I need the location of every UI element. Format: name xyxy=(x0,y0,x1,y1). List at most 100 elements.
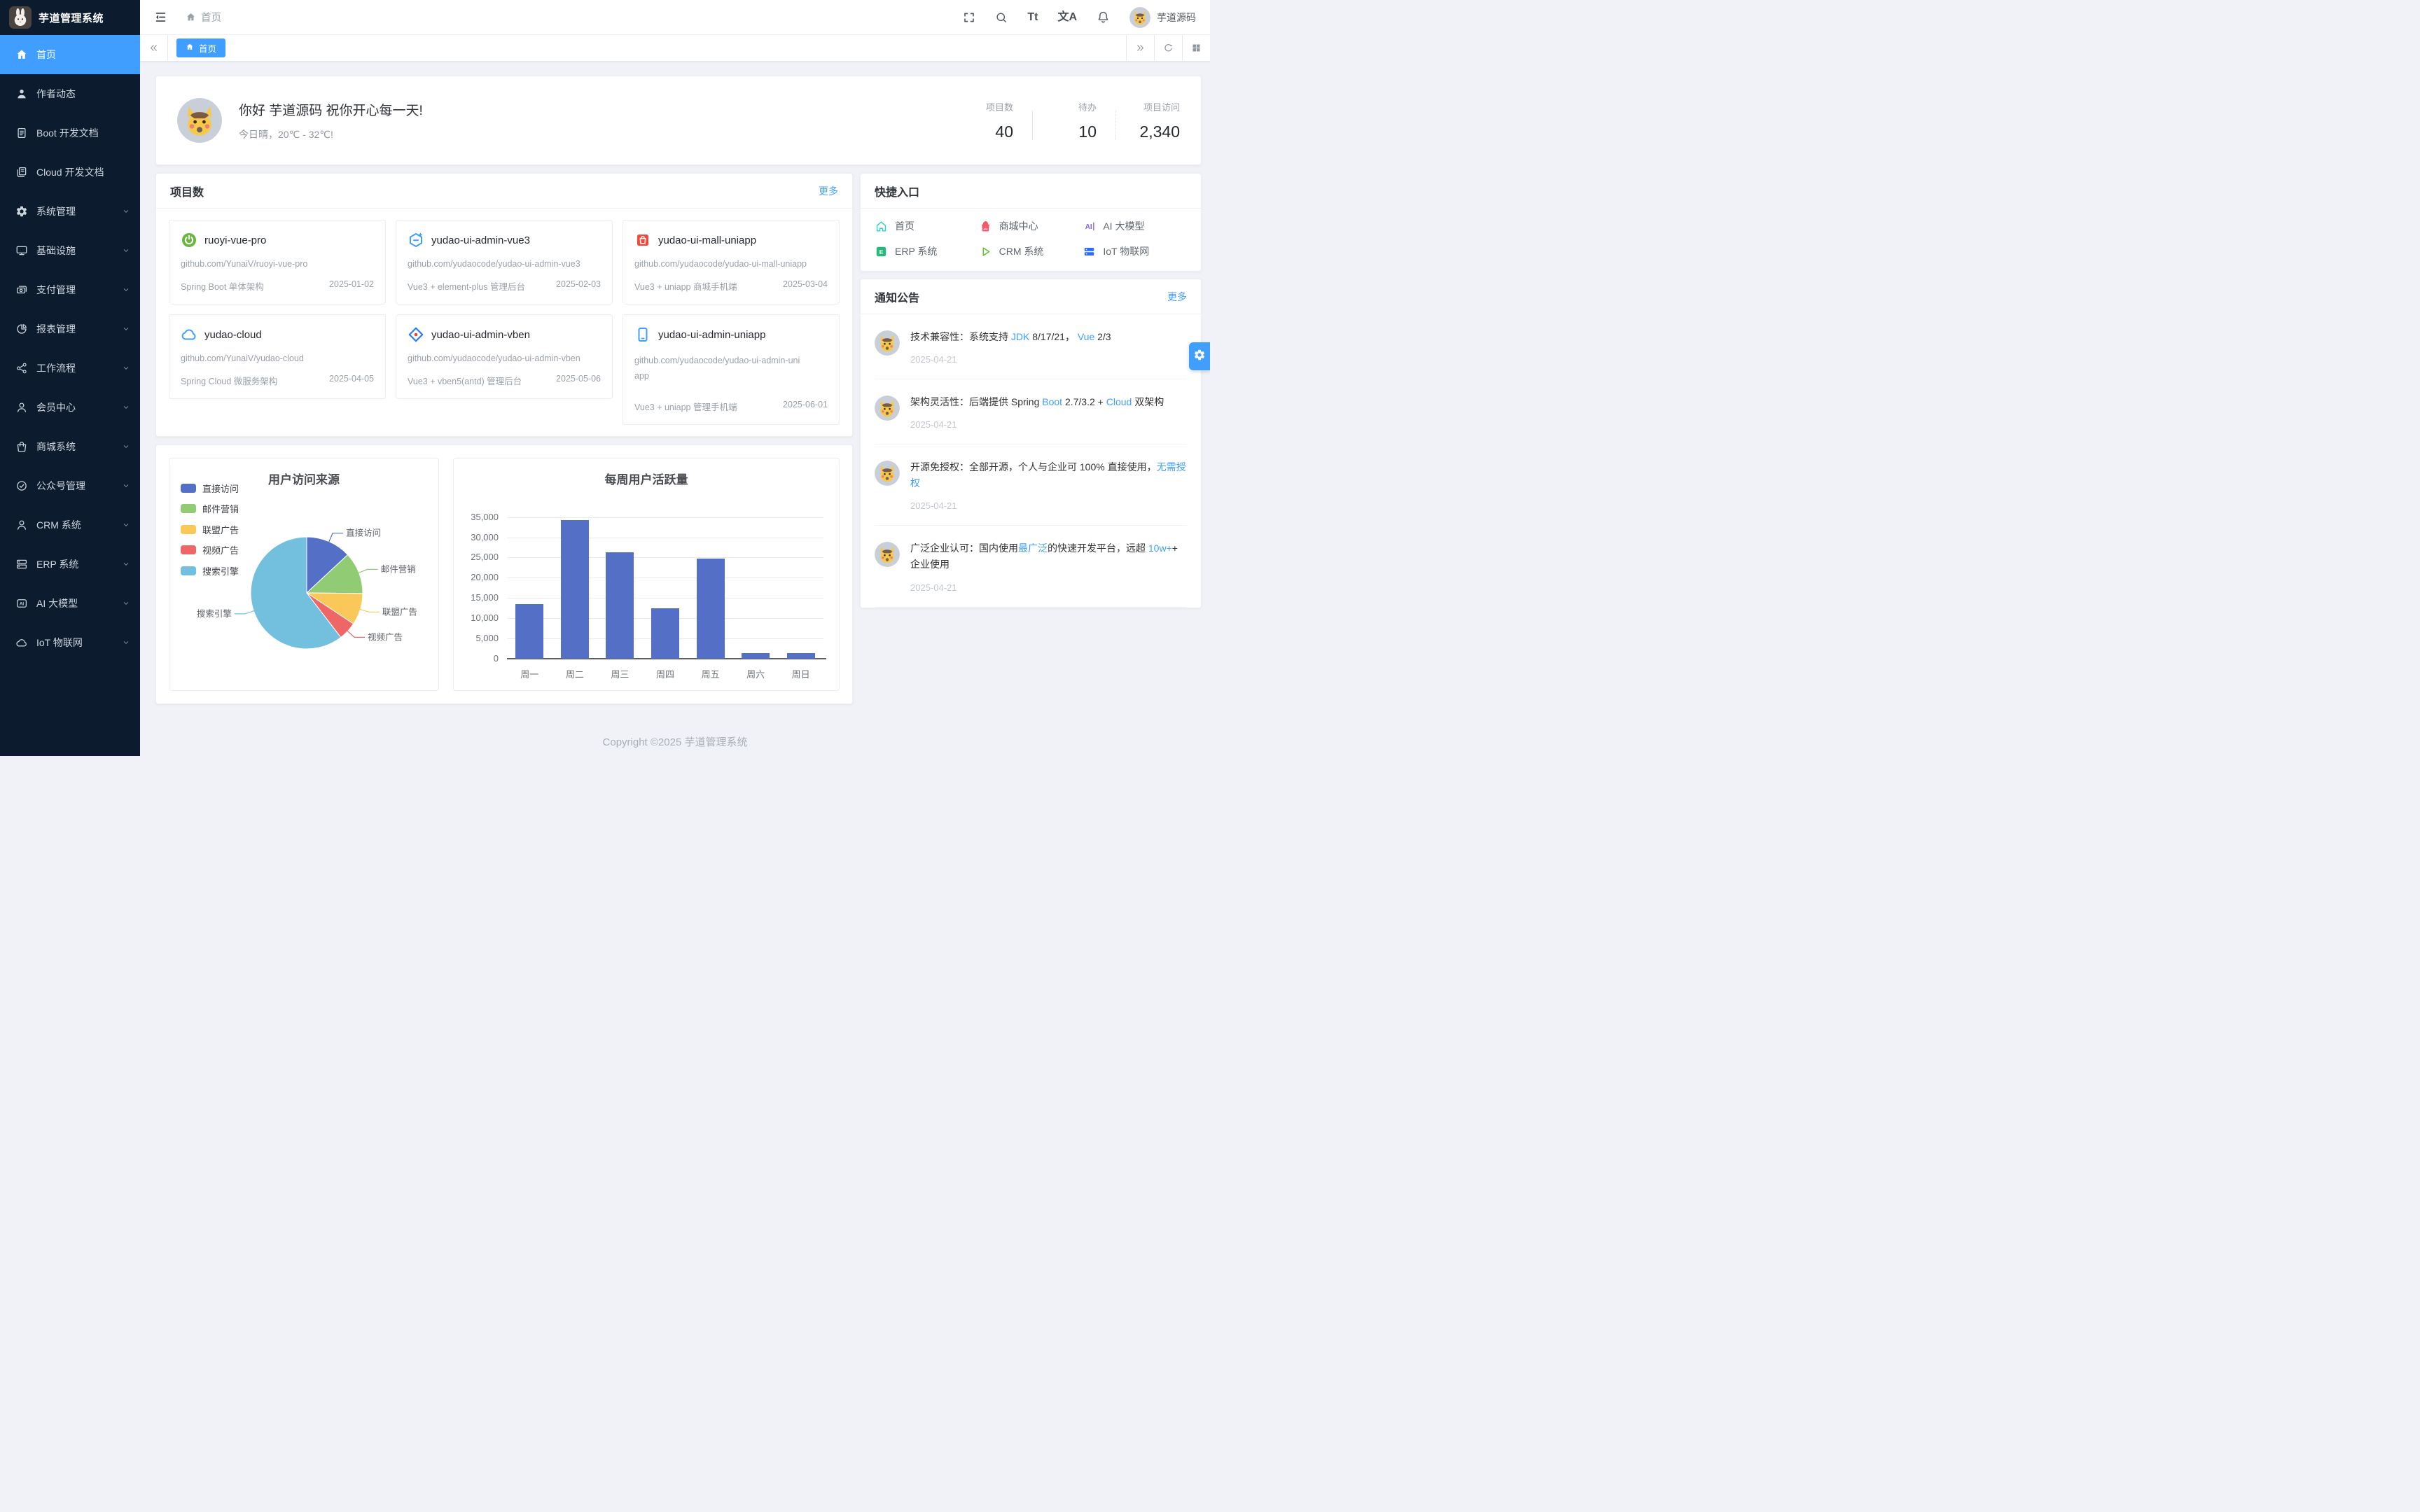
project-name: yudao-ui-admin-vben xyxy=(431,328,530,341)
tabs-scroll-left-icon[interactable] xyxy=(140,35,168,61)
font-size-icon[interactable]: Tt xyxy=(1027,10,1038,23)
left-column: 项目数 更多 ruoyi-vue-pro github.com/YunaiV/ru… xyxy=(155,173,853,704)
quick-entry-IoT 物联网[interactable]: IoT 物联网 xyxy=(1083,244,1187,258)
sidebar-item-ai[interactable]: AI AI 大模型 xyxy=(0,584,140,623)
sidebar-item-home[interactable]: 首页 xyxy=(0,35,140,74)
notice-link[interactable]: 无需授权 xyxy=(910,461,1186,489)
chevron-down-icon xyxy=(122,560,130,568)
chevron-down-icon xyxy=(122,482,130,490)
tab-layout-icon[interactable] xyxy=(1182,35,1210,61)
legend-swatch xyxy=(181,566,196,575)
notice-item[interactable]: 技术兼容性：系统支持 JDK 8/17/21， Vue 2/3 2025-04-2… xyxy=(875,314,1187,380)
tabbar-spacer xyxy=(225,35,1126,61)
page-content: 你好 芋道源码 祝你开心每一天! 今日晴，20℃ - 32℃! 项目数 40 待… xyxy=(140,62,1210,756)
project-card-ruoyi-vue-pro[interactable]: ruoyi-vue-pro github.com/YunaiV/ruoyi-vue… xyxy=(169,220,386,304)
quick-entry-CRM 系统[interactable]: CRM 系统 xyxy=(979,244,1083,258)
project-date: 2025-03-04 xyxy=(783,279,828,289)
sidebar-item-report[interactable]: 报表管理 xyxy=(0,309,140,349)
project-card-yudao-ui-mall-uniapp[interactable]: yudao-ui-mall-uniapp github.com/yudaocode… xyxy=(623,220,840,304)
notice-item[interactable]: 开源免授权：全部开源，个人与企业可 100% 直接使用，无需授权 2025-04-… xyxy=(875,444,1187,526)
project-card-yudao-ui-admin-uniapp[interactable]: yudao-ui-admin-uniapp github.com/yudaocod… xyxy=(623,314,840,425)
legend-item-联盟广告[interactable]: 联盟广告 xyxy=(181,523,239,536)
project-card-yudao-ui-admin-vben[interactable]: yudao-ui-admin-vben github.com/yudaocode/… xyxy=(396,314,613,399)
app-root: 芋道管理系统 首页 作者动态 Boot 开发文档 Cloud 开发文档 系统管理 基础设施… xyxy=(0,0,1210,756)
member-icon xyxy=(15,401,28,414)
quick-entry-label: 首页 xyxy=(895,220,915,232)
tabs-scroll-right-icon[interactable] xyxy=(1126,35,1154,61)
sidebar-item-pay[interactable]: 支付管理 xyxy=(0,270,140,309)
project-desc: Vue3 + element-plus 管理后台 xyxy=(408,282,526,292)
notice-text: 8/17/21， xyxy=(1029,331,1078,342)
tab-home[interactable]: 首页 xyxy=(176,38,226,57)
quick-entry-AI 大模型[interactable]: AI AI 大模型 xyxy=(1083,219,1187,233)
sidebar-item-boot-doc[interactable]: Boot 开发文档 xyxy=(0,113,140,153)
sidebar-item-mall[interactable]: 商城系统 xyxy=(0,427,140,466)
home-icon xyxy=(186,43,194,53)
notice-item[interactable]: 广泛企业认可：国内使用最广泛的快速开发平台，远超 10w++ 企业使用 2025-… xyxy=(875,526,1187,608)
sidebar-item-label: 会员中心 xyxy=(36,402,76,413)
notices-more-link[interactable]: 更多 xyxy=(1167,290,1187,302)
notice-text: 广泛企业认可：国内使用 xyxy=(910,542,1018,554)
search-icon[interactable] xyxy=(995,11,1008,24)
legend-item-搜索引擎[interactable]: 搜索引擎 xyxy=(181,564,239,578)
legend-item-视频广告[interactable]: 视频广告 xyxy=(181,543,239,556)
fullscreen-icon[interactable] xyxy=(963,11,975,24)
legend-item-直接访问[interactable]: 直接访问 xyxy=(181,482,239,495)
project-card-yudao-ui-admin-vue3[interactable]: yudao-ui-admin-vue3 github.com/yudaocode/… xyxy=(396,220,613,304)
sidebar-collapse-icon[interactable] xyxy=(154,10,167,24)
crm-icon xyxy=(15,519,28,531)
quick-entry-商城中心[interactable]: 商城中心 xyxy=(979,219,1083,233)
sidebar-item-author[interactable]: 作者动态 xyxy=(0,74,140,113)
sidebar-item-crm[interactable]: CRM 系统 xyxy=(0,505,140,545)
sidebar-item-label: AI 大模型 xyxy=(36,598,78,609)
legend-label: 搜索引擎 xyxy=(202,566,239,577)
project-url: github.com/YunaiV/yudao-cloud xyxy=(181,354,304,363)
notice-avatar xyxy=(875,396,900,421)
notice-item[interactable]: 架构灵活性：后端提供 Spring Boot 2.7/3.2 + Cloud 双… xyxy=(875,379,1187,445)
chevron-down-icon xyxy=(122,599,130,608)
doc-icon xyxy=(15,127,28,139)
greeting-stats: 项目数 40 待办 10 项目访问 2,340 xyxy=(968,100,1180,141)
home-icon xyxy=(15,48,28,61)
notice-link[interactable]: 最广泛 xyxy=(1018,542,1048,554)
sidebar-item-system[interactable]: 系统管理 xyxy=(0,192,140,231)
notice-link[interactable]: Cloud xyxy=(1106,396,1132,408)
sidebar-item-member[interactable]: 会员中心 xyxy=(0,388,140,427)
user-menu[interactable]: 芋道源码 xyxy=(1129,6,1196,28)
notices-title: 通知公告 xyxy=(875,292,920,304)
project-name: yudao-ui-mall-uniapp xyxy=(658,234,757,246)
notification-bell-icon[interactable] xyxy=(1097,10,1110,24)
project-desc: Vue3 + vben5(antd) 管理后台 xyxy=(408,377,522,386)
notice-link[interactable]: Vue xyxy=(1077,331,1095,342)
tab-refresh-icon[interactable] xyxy=(1154,35,1182,61)
notice-link[interactable]: JDK xyxy=(1010,331,1030,342)
projects-panel-header: 项目数 更多 xyxy=(156,174,852,209)
projects-grid: ruoyi-vue-pro github.com/YunaiV/ruoyi-vue… xyxy=(156,209,852,436)
breadcrumb-home-icon xyxy=(186,12,196,22)
mall-icon xyxy=(15,440,28,453)
sidebar-item-infra[interactable]: 基础设施 xyxy=(0,231,140,270)
quick-entry-首页[interactable]: 首页 xyxy=(875,219,979,233)
sidebar-menu: 首页 作者动态 Boot 开发文档 Cloud 开发文档 系统管理 基础设施 支付管理 报表管… xyxy=(0,35,140,662)
sidebar-item-cloud-doc[interactable]: Cloud 开发文档 xyxy=(0,153,140,192)
footer-copyright: Copyright ©2025 芋道管理系统 xyxy=(602,736,748,748)
project-card-yudao-cloud[interactable]: yudao-cloud github.com/YunaiV/yudao-cloud… xyxy=(169,314,386,399)
sidebar-item-iot[interactable]: IoT 物联网 xyxy=(0,623,140,662)
language-icon[interactable]: 文A xyxy=(1057,10,1077,23)
sidebar-item-erp[interactable]: ERP 系统 xyxy=(0,545,140,584)
sidebar-item-workflow[interactable]: 工作流程 xyxy=(0,349,140,388)
projects-more-link[interactable]: 更多 xyxy=(819,185,838,197)
quick-entry-ERP 系统[interactable]: E ERP 系统 xyxy=(875,244,979,258)
legend-item-邮件营销[interactable]: 邮件营销 xyxy=(181,502,239,515)
breadcrumb[interactable]: 首页 xyxy=(186,10,221,24)
notice-avatar xyxy=(875,330,900,356)
quick-entry-grid: 首页 商城中心 AI AI 大模型 E ERP 系统 CRM 系统 IoT 物联网 xyxy=(861,209,1201,271)
notice-link[interactable]: 10w+ xyxy=(1148,542,1172,554)
spring-icon xyxy=(181,232,197,248)
project-date: 2025-06-01 xyxy=(783,399,828,410)
bar-周三 xyxy=(606,552,634,659)
app-logo[interactable] xyxy=(9,6,32,29)
notice-link[interactable]: Boot xyxy=(1042,396,1063,408)
settings-drawer-button[interactable] xyxy=(1189,342,1210,370)
sidebar-item-mp[interactable]: 公众号管理 xyxy=(0,466,140,505)
